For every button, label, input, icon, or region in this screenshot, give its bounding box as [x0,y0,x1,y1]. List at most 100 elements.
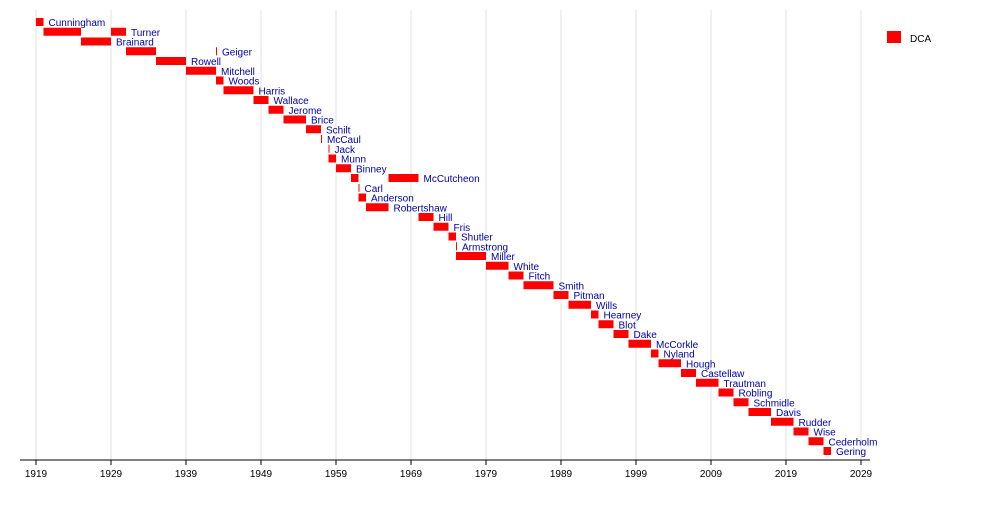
bar-mccutcheon [351,174,359,182]
row-label: Carl [365,184,383,195]
bar-rowell [156,57,186,65]
bar-miller [456,252,486,260]
row-label: Shutler [461,233,493,244]
row-label: Castellaw [701,369,745,380]
bars [36,18,831,455]
row-label: Robling [739,389,773,400]
row-label: Rowell [191,57,221,68]
row-label: Blot [619,320,636,331]
bar-jerome [268,105,284,114]
bar-wise [793,427,809,436]
tick-label: 1979 [475,469,498,480]
row-label: Robertshaw [394,203,448,214]
row-label: Jack [335,145,357,156]
row-label: Binney [356,164,387,175]
row-label: Turner [131,28,161,39]
row-label: Smith [559,281,585,292]
legend-label-dca: DCA [910,34,931,45]
bar-cunningham [36,18,44,26]
row-label: Hill [439,213,453,224]
bar-shutler [448,232,456,241]
row-label: Cunningham [49,18,106,29]
bar-pitman [553,291,569,299]
bar-blot [598,320,614,329]
bar-geiger [216,47,217,56]
row-label: Wills [596,301,617,312]
row-label: Jerome [289,106,323,117]
x-axis-ticks: 1919 1929 1939 1949 1959 1969 1979 1989 1999 2009… [25,460,873,480]
tick-label: 2009 [700,469,723,480]
tick-label: 1989 [550,469,573,480]
bar-armstrong [456,242,457,251]
row-label: Hough [686,359,715,370]
bar-harris [223,86,254,95]
tick-label: 1949 [250,469,273,480]
row-label: Armstrong [462,242,508,253]
bar-rudder [771,417,794,426]
tick-label: 1999 [625,469,648,480]
row-label: Wise [814,428,837,439]
row-label: Miller [491,252,516,263]
bar-mccorkle [628,339,651,348]
row-label: Fris [454,223,471,234]
bar-mccaul [321,135,322,143]
bar-hearney [591,310,599,319]
bar-davis [748,408,771,416]
row-label: Munn [341,155,366,166]
bar-gering [823,447,831,455]
row-label: Brice [311,116,334,127]
row-label: Cederholm [829,437,878,448]
row-label: Gering [836,447,866,458]
bar-hill [418,213,434,221]
bar-geiger [126,47,156,56]
bar-jack [328,144,330,153]
bar-schilt [306,125,321,134]
row-label: Trautman [724,379,766,390]
bar-brice [283,115,306,124]
row-label: Brainard [116,38,154,49]
bar-dake [613,330,629,338]
row-label: Fitch [529,272,551,283]
tick-label: 1959 [325,469,348,480]
row-label: Geiger [222,47,253,58]
bar-anderson [358,193,366,202]
bar-robertshaw [366,203,389,212]
bar-wallace [253,96,269,104]
row-label: Mitchell [221,67,255,78]
bar-turner [43,27,81,36]
tick-label: 1939 [175,469,198,480]
legend-swatch-dca [887,31,901,43]
tick-label: 1929 [100,469,123,480]
row-label: Anderson [371,194,414,205]
bar-carl [358,183,360,192]
row-label: Pitman [574,291,605,302]
bar-trautman [696,378,719,387]
bar-mitchell [186,66,216,75]
bar-smith [523,281,554,290]
tick-label: 2029 [850,469,873,480]
row-label: Schilt [326,125,351,136]
bar-munn [328,154,336,163]
row-label: White [514,262,540,273]
bar-woods [216,76,224,85]
row-label: McCutcheon [424,174,480,185]
bar-white [486,261,509,270]
bar-hough [658,359,681,368]
bar-schmidle [733,398,749,407]
row-label: McCaul [327,135,361,146]
legend: DCA [887,31,931,45]
bar-wills [568,300,591,309]
row-label: McCorkle [656,340,699,351]
row-label: Schmidle [754,398,796,409]
row-label: Harris [259,86,286,97]
bar-brainard [81,37,111,46]
row-label: Wallace [274,96,310,107]
bar-binney [336,164,351,173]
row-label: Dake [634,330,658,341]
bar-turner [111,27,126,36]
bar-cederholm [808,437,824,446]
bar-robling [718,388,734,397]
bar-castellaw [681,369,696,377]
bar-fris [433,222,449,231]
